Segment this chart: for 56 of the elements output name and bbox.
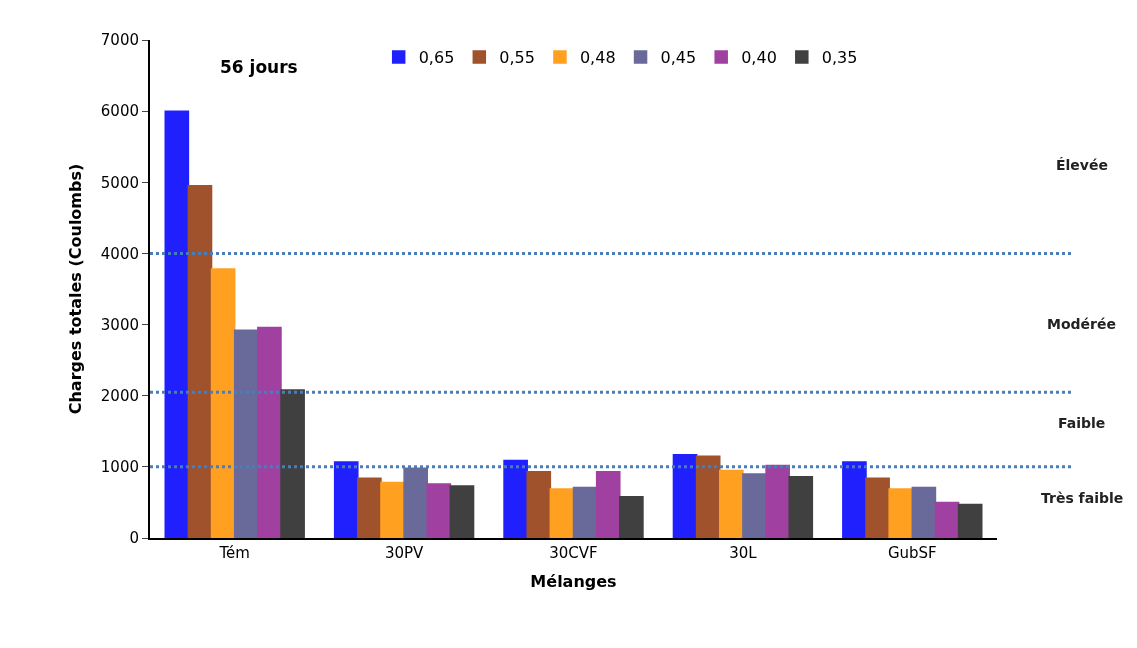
bar [426,483,452,538]
y-tick-label: 3000 [100,315,139,334]
bar [842,461,867,538]
bar [742,473,767,538]
x-tick-label: 30L [729,544,758,562]
bar [210,268,236,538]
x-axis-title: Mélanges [530,572,617,592]
bar [572,486,598,538]
bar [719,469,744,538]
x-tick-label: Tém [218,544,250,562]
y-tick-label: 1000 [100,458,139,477]
bar [357,477,382,538]
legend-label: 0,40 [741,48,777,68]
bar [449,485,475,538]
bar [380,481,405,538]
bar [257,326,282,538]
y-tick-label: 0 [129,529,139,548]
bar [911,486,937,538]
y-tick-label: 2000 [100,386,139,405]
bar [788,476,814,538]
legend-label: 0,48 [579,48,616,68]
bar [526,471,552,538]
bar [503,459,528,538]
legend-label: 0,45 [660,48,697,68]
bar [280,389,305,538]
y-tick-label: 7000 [100,31,139,50]
bar [403,467,428,538]
legend-label: 0,55 [499,48,535,68]
y-tick-label: 6000 [100,102,139,121]
annotation: Élevée [1056,157,1108,173]
bar [619,495,644,538]
annotation: Très faible [1041,490,1124,506]
legend-label: 0,65 [418,48,455,68]
bar [164,110,190,538]
y-axis-title: Charges totales (Coulombs) [66,163,86,415]
annotation: Modérée [1047,316,1116,332]
annotation: 56 jours [220,57,298,77]
annotation: Faible [1058,415,1106,431]
bar [765,464,790,538]
x-tick-label: 30CVF [549,544,598,562]
legend-label: 0,35 [821,48,858,68]
bar [333,461,359,538]
x-tick-label: GubSF [887,544,937,562]
bar [934,501,960,538]
x-tick-label: 30PV [384,544,425,562]
bar [549,488,575,538]
bar [595,471,621,538]
bar [233,329,259,538]
bar [957,503,983,538]
bar [865,477,890,538]
y-tick-label: 4000 [100,244,139,263]
bar [187,185,213,538]
y-tick-label: 5000 [100,173,139,192]
bar [888,488,914,538]
bar [672,454,698,538]
bar [695,455,721,538]
